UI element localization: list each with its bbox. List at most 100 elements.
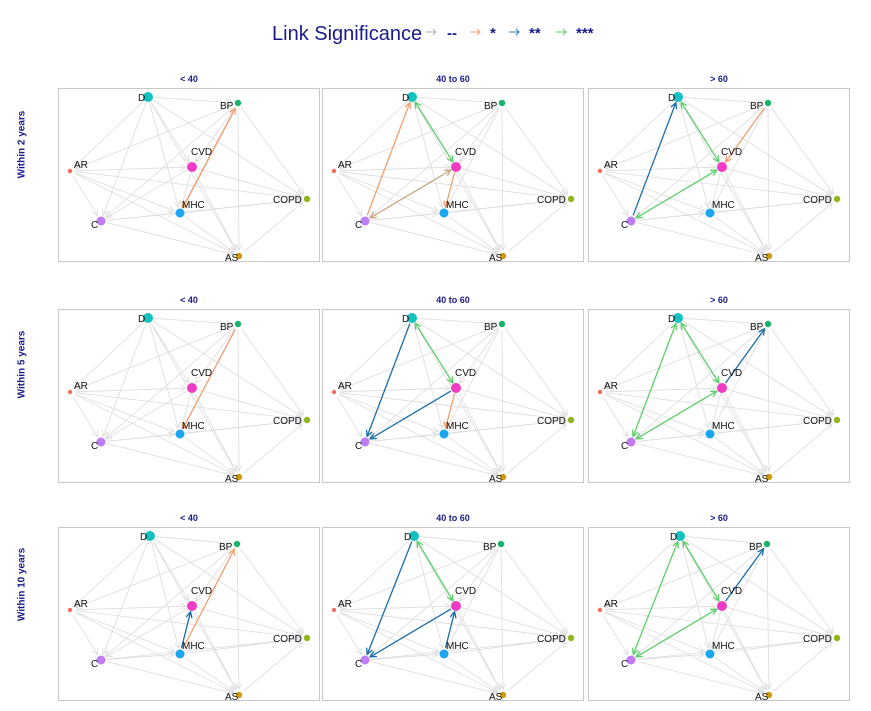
arrowhead-icon (559, 202, 568, 210)
arrowhead-icon (443, 385, 451, 392)
edge-nonsignificant (507, 423, 568, 474)
edge-nonsignificant (75, 385, 187, 393)
edge-nonsignificant (458, 548, 498, 602)
edge-significant (682, 539, 720, 603)
network-panel: D BP AR CVD COPD C MHC AS (322, 309, 584, 484)
arrowhead-icon (710, 390, 719, 398)
edge-nonsignificant (339, 612, 499, 693)
arrowhead-icon (709, 421, 717, 430)
arrowhead-icon (499, 682, 507, 690)
node-d (673, 92, 683, 102)
arrowhead-icon (443, 164, 451, 171)
edge-nonsignificant (150, 102, 237, 252)
arrowhead-icon (458, 376, 466, 384)
node-ar (597, 607, 603, 613)
arrowhead-icon (167, 205, 176, 212)
node-label: C (621, 659, 628, 670)
edge-nonsignificant (149, 323, 181, 430)
node-mhc (439, 429, 449, 439)
edge-nonsignificant (194, 172, 237, 252)
node-label: AS (755, 692, 769, 702)
edge-nonsignificant (150, 101, 190, 163)
column-label: < 40 (180, 74, 198, 84)
node-label: COPD (273, 195, 302, 206)
arrowhead-icon (703, 200, 711, 209)
node-cvd (717, 162, 727, 172)
column-label: > 60 (710, 513, 728, 523)
node-cvd (717, 601, 727, 611)
arrowhead-icon (494, 464, 501, 473)
edge-nonsignificant (773, 202, 834, 253)
arrowhead-icon (102, 208, 109, 217)
node-label: AR (338, 381, 352, 392)
arrowhead-icon (224, 539, 232, 547)
edge-significant (182, 108, 236, 209)
edge-nonsignificant (184, 657, 235, 693)
arrowhead-icon (173, 200, 181, 209)
arrowhead-icon (338, 602, 347, 609)
arrowhead-icon (765, 682, 773, 690)
arrowhead-icon (105, 212, 113, 219)
arrowhead-icon (827, 408, 835, 416)
node-ar (67, 389, 73, 395)
node-label: AS (489, 692, 503, 702)
edge-nonsignificant (449, 636, 566, 654)
arrowhead-icon (634, 650, 643, 658)
legend-symbol: *** (576, 25, 594, 42)
arrowhead-icon (355, 430, 363, 438)
edge-nonsignificant (712, 549, 765, 650)
arrowhead-icon (443, 200, 451, 209)
edge-nonsignificant (507, 202, 568, 253)
edge-nonsignificant (338, 545, 496, 609)
edge-nonsignificant (102, 102, 147, 217)
arrowhead-icon (297, 187, 305, 195)
column-label: 40 to 60 (436, 74, 470, 84)
edge-nonsignificant (765, 549, 773, 690)
edge-significant (182, 548, 235, 649)
arrowhead-icon (755, 98, 763, 106)
edge-nonsignificant (104, 547, 233, 657)
node-label: BP (749, 542, 763, 553)
column-label: > 60 (710, 74, 728, 84)
edge-nonsignificant (337, 100, 408, 168)
network-svg: D BP AR CVD COPD C MHC AS (331, 531, 575, 702)
edge-nonsignificant (75, 393, 176, 433)
edge-nonsignificant (773, 423, 834, 474)
node-c (360, 655, 370, 665)
node-cvd (187, 383, 197, 393)
arrowhead-icon (755, 319, 763, 327)
edge-nonsignificant (243, 423, 304, 474)
arrowhead-icon (825, 423, 834, 431)
edge-nonsignificant (74, 545, 232, 609)
arrowhead-icon (194, 155, 202, 163)
node-label: BP (220, 101, 234, 112)
node-cvd (451, 601, 461, 611)
edge-nonsignificant (605, 612, 765, 693)
edge-nonsignificant (499, 108, 507, 251)
edge-nonsignificant (416, 99, 567, 197)
arrowhead-icon (91, 209, 99, 217)
arrowhead-icon (672, 540, 680, 549)
edge-significant (724, 547, 765, 602)
edge-nonsignificant (339, 394, 499, 475)
node-label: AR (74, 599, 88, 610)
edge-nonsignificant (105, 169, 188, 219)
arrowhead-icon (757, 467, 765, 474)
node-copd (833, 634, 841, 642)
node-d (145, 531, 155, 541)
node-label: COPD (273, 634, 302, 645)
node-as (235, 473, 243, 481)
node-label: C (91, 659, 98, 670)
arrowhead-icon (235, 464, 243, 472)
arrowhead-icon (295, 202, 304, 210)
arrowhead-icon (827, 187, 835, 195)
column-label: < 40 (180, 295, 198, 305)
arrowhead-icon (558, 196, 566, 204)
edge-nonsignificant (75, 173, 235, 254)
legend-arrowhead-icon (476, 28, 481, 36)
node-d (409, 531, 419, 541)
edge-nonsignificant (724, 393, 767, 473)
edge-nonsignificant (75, 164, 187, 172)
edge-nonsignificant (446, 108, 500, 209)
edge-nonsignificant (73, 539, 146, 607)
